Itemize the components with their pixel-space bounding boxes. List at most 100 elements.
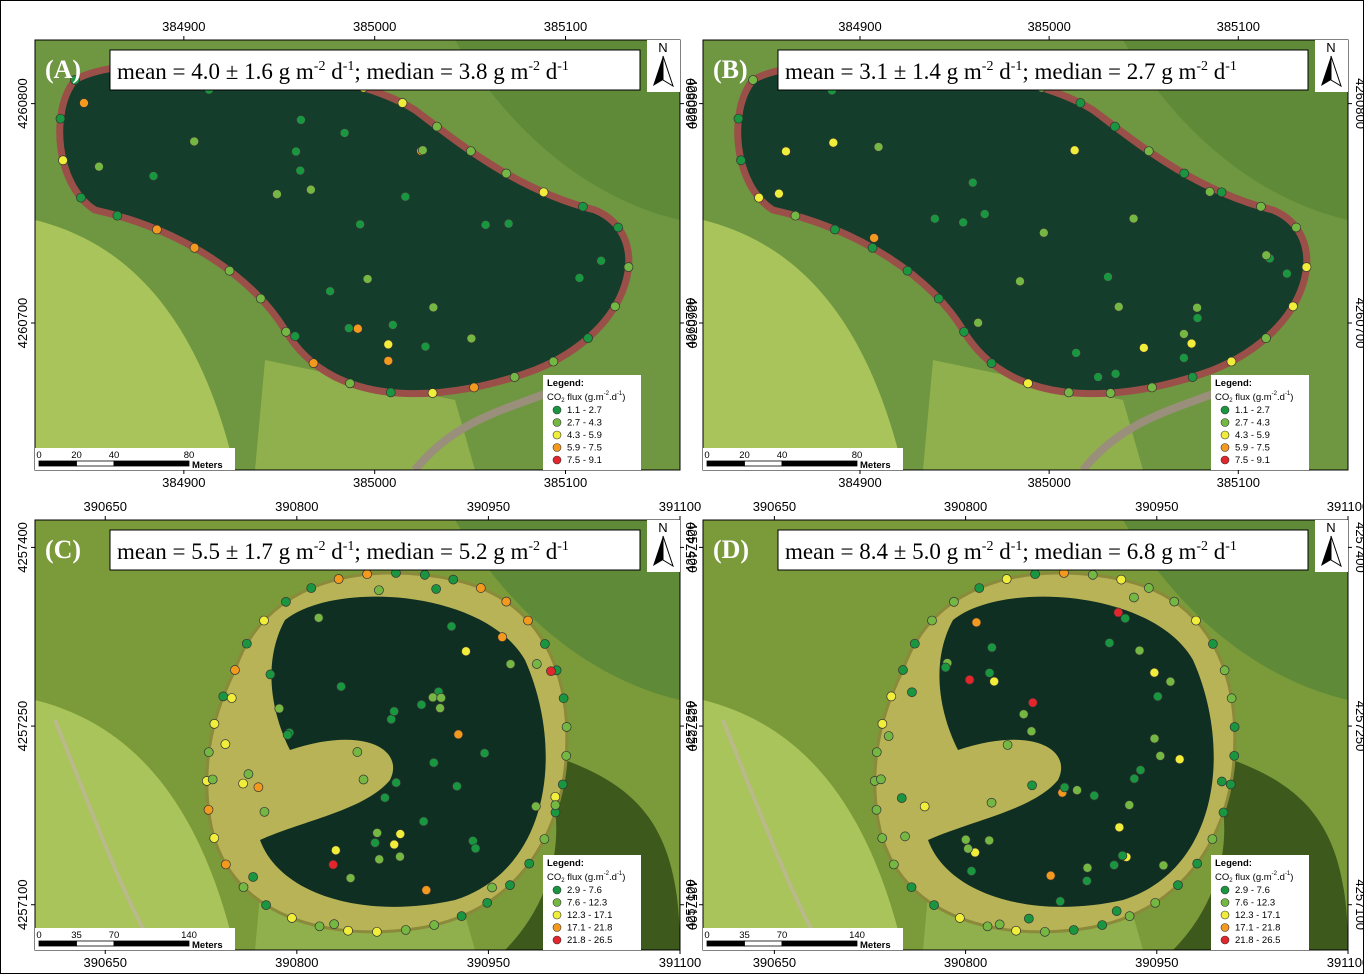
- sample-point: [292, 147, 301, 156]
- sample-point: [1193, 314, 1202, 323]
- sample-point: [987, 359, 996, 368]
- legend-label: 17.1 - 21.8: [1235, 923, 1280, 934]
- x-tick-label-top: 384900: [162, 19, 205, 34]
- sample-point: [291, 332, 300, 341]
- sample-point: [396, 830, 405, 839]
- sample-point: [428, 693, 437, 702]
- legend-swatch: [1221, 899, 1229, 907]
- sample-point: [260, 807, 269, 816]
- legend-label: 4.3 - 5.9: [567, 430, 602, 441]
- sample-point: [1227, 357, 1236, 366]
- sample-point: [1012, 926, 1021, 935]
- sample-point: [1073, 786, 1082, 795]
- legend-title: Legend:: [1215, 378, 1252, 389]
- x-tick-label-bottom: 390650: [753, 955, 796, 970]
- sample-point: [1110, 861, 1119, 870]
- scale-segment: [782, 941, 857, 946]
- sample-point: [1191, 616, 1200, 625]
- sample-point: [113, 211, 122, 220]
- legend-unit-part: flux (g.m: [565, 392, 604, 403]
- x-tick-label-top: 390800: [275, 499, 318, 514]
- sample-point: [874, 142, 883, 151]
- legend-unit-part: ): [622, 872, 625, 883]
- sample-point: [1262, 334, 1271, 343]
- sample-point: [1028, 781, 1037, 790]
- sample-point: [1150, 668, 1159, 677]
- sample-point: [471, 844, 480, 853]
- y-tick-label-left: 4257100: [15, 879, 30, 930]
- sample-point: [1003, 740, 1012, 749]
- sample-point: [868, 243, 877, 252]
- stat-part: ; median = 5.2 g m: [354, 539, 528, 564]
- sample-point: [546, 667, 555, 676]
- sample-point: [231, 666, 240, 675]
- sample-point: [1076, 99, 1085, 108]
- sample-point: [949, 597, 958, 606]
- scale-segment: [745, 941, 783, 946]
- scale-label: 0: [704, 930, 709, 941]
- legend-swatch: [553, 911, 561, 919]
- x-tick-label-top: 385100: [544, 19, 587, 34]
- sample-point: [975, 584, 984, 593]
- sample-point: [476, 584, 485, 593]
- sample-point: [480, 749, 489, 758]
- sample-point: [470, 383, 479, 392]
- legend-unit: CO2 flux (g.m-2.d-1): [547, 871, 625, 884]
- sample-point: [972, 618, 981, 627]
- legend-label: 17.1 - 21.8: [567, 923, 612, 934]
- sample-point: [539, 188, 548, 197]
- sample-point: [281, 597, 290, 606]
- sample-point: [334, 575, 343, 584]
- scale-segment: [707, 941, 745, 946]
- y-tick-label-left: 4260700: [683, 298, 698, 349]
- sample-point: [1288, 302, 1297, 311]
- legend-label: 21.8 - 26.5: [567, 935, 612, 946]
- sample-point: [961, 835, 970, 844]
- legend-swatch: [553, 456, 561, 464]
- sample-point: [380, 793, 389, 802]
- scale-segment: [39, 461, 77, 466]
- x-tick-label-top: 390950: [1135, 499, 1178, 514]
- sample-point: [1125, 912, 1134, 921]
- sample-point: [584, 334, 593, 343]
- legend-unit-part: ): [622, 392, 625, 403]
- legend-label: 2.9 - 7.6: [1235, 885, 1270, 896]
- stat-part: ; median = 3.8 g m: [354, 59, 528, 84]
- sample-point: [432, 122, 441, 131]
- sample-point: [968, 178, 977, 187]
- x-tick-label-top: 384900: [838, 19, 881, 34]
- sample-point: [418, 146, 427, 155]
- stat-part: -1: [343, 539, 355, 554]
- scale-label: 20: [71, 450, 82, 461]
- sample-point: [1208, 835, 1217, 844]
- sample-point: [1110, 122, 1119, 131]
- x-tick-label-top: 391100: [659, 499, 701, 514]
- legend-swatch: [553, 924, 561, 932]
- sample-point: [314, 613, 323, 622]
- sample-point: [1031, 570, 1040, 579]
- sample-point: [326, 287, 335, 296]
- legend-label: 4.3 - 5.9: [1235, 430, 1270, 441]
- sample-point: [420, 570, 429, 579]
- sample-point: [1106, 389, 1115, 398]
- sample-point: [878, 834, 887, 843]
- sample-point: [504, 219, 513, 228]
- sample-point: [1256, 202, 1265, 211]
- sample-point: [1088, 570, 1097, 579]
- sample-point: [221, 860, 230, 869]
- sample-point: [266, 670, 275, 679]
- scale-label: 35: [739, 930, 750, 941]
- stat-part: mean = 4.0 ± 1.6 g m: [117, 59, 314, 84]
- scale-label: 40: [109, 450, 120, 461]
- sample-point: [359, 775, 368, 784]
- sample-point: [1262, 251, 1271, 260]
- stat-part: mean = 5.5 ± 1.7 g m: [117, 539, 314, 564]
- sample-point: [1302, 263, 1311, 272]
- scale-unit: Meters: [860, 460, 891, 471]
- sample-point: [373, 828, 382, 837]
- sample-point: [283, 730, 292, 739]
- sample-point: [928, 616, 937, 625]
- sample-point: [371, 838, 380, 847]
- legend-swatch: [1221, 431, 1229, 439]
- sample-point: [549, 357, 558, 366]
